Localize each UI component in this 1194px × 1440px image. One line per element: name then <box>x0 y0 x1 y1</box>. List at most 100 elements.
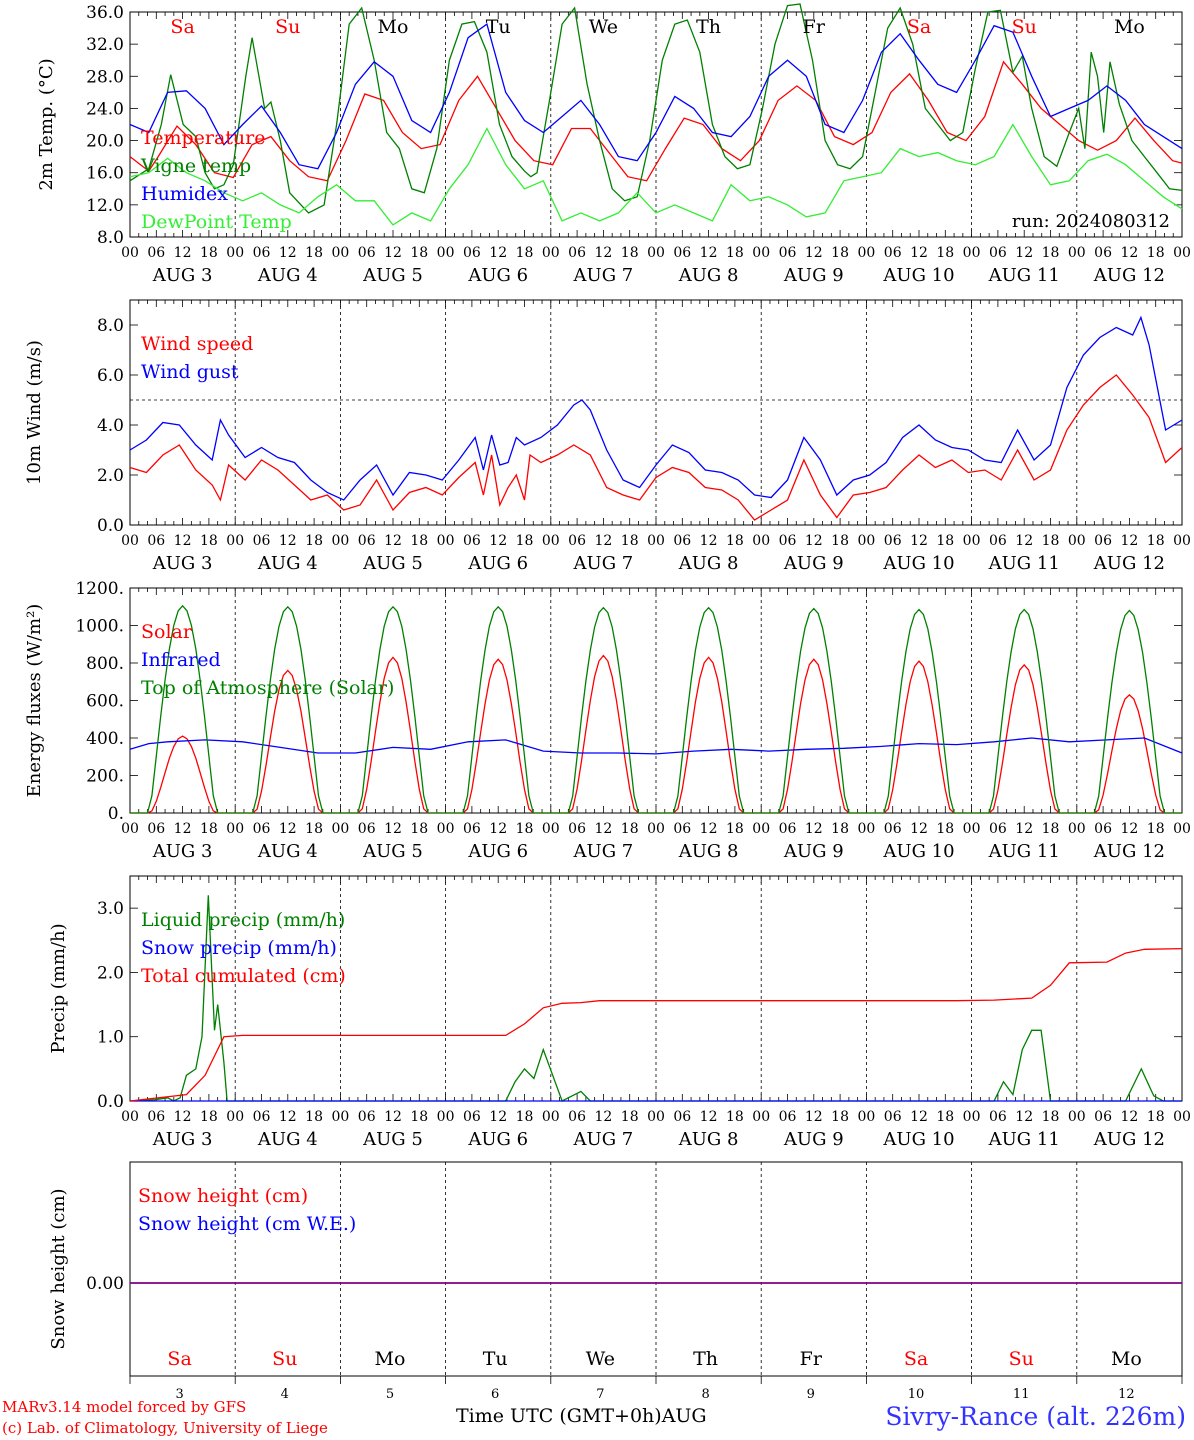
hour-label: 00 <box>1173 1109 1191 1125</box>
hour-label: 18 <box>831 1109 849 1125</box>
day-number: 10 <box>908 1387 925 1402</box>
time-axis-text: Time UTC (GMT+0h) <box>456 1405 662 1427</box>
run-label: run: 2024080312 <box>1012 211 1170 232</box>
hour-label: 12 <box>805 1109 823 1125</box>
hour-label: 12 <box>279 821 297 837</box>
hour-label: 12 <box>1120 1109 1138 1125</box>
hour-label: 00 <box>1173 821 1191 837</box>
date-label: AUG 9 <box>783 841 844 862</box>
hour-label: 06 <box>673 245 691 261</box>
hour-label: 00 <box>437 1109 455 1125</box>
panel-wind: 0.0 2.0 4.0 6.0 8.0 10m Wind (m/s) 00 06 12 18 00 0… <box>24 299 1191 574</box>
hour-label: 18 <box>726 821 744 837</box>
y-tick-label: 2.0 <box>97 466 124 486</box>
date-label: AUG 10 <box>882 265 954 286</box>
day-abbr-top: Sa <box>907 16 931 38</box>
date-label: AUG 3 <box>152 1129 213 1150</box>
hour-label: 18 <box>410 245 428 261</box>
date-label: AUG 9 <box>783 265 844 286</box>
date-label: AUG 11 <box>988 841 1060 862</box>
hour-label: 12 <box>1015 1109 1033 1125</box>
hour-label: 00 <box>963 533 981 549</box>
hour-label: 18 <box>516 533 534 549</box>
date-label: AUG 7 <box>573 841 634 862</box>
hour-label: 00 <box>857 1109 875 1125</box>
panel-frame <box>129 299 1183 526</box>
hour-label: 00 <box>121 1109 139 1125</box>
hour-label: 12 <box>910 533 928 549</box>
date-label: AUG 11 <box>988 553 1060 574</box>
hour-label: 06 <box>568 821 586 837</box>
hour-label: 12 <box>384 821 402 837</box>
legend-entry: Top of Atmosphere (Solar) <box>141 677 394 699</box>
day-number: 6 <box>491 1387 499 1402</box>
hour-label: 00 <box>752 1109 770 1125</box>
day-abbr-bottom: Mo <box>1111 1348 1142 1370</box>
hour-label: 06 <box>673 1109 691 1125</box>
lab-credit: (c) Lab. of Climatology, University of L… <box>2 1419 328 1437</box>
hour-label: 00 <box>647 533 665 549</box>
hour-label: 12 <box>384 533 402 549</box>
panel-energy: 0. 200. 400. 600. 800. 1000. 1200. Energy fluxe… <box>24 579 1191 862</box>
legend-entry: Snow height (cm W.E.) <box>138 1213 356 1235</box>
panel-frame <box>129 587 1183 814</box>
hour-label: 00 <box>542 1109 560 1125</box>
y-tick-label: 0. <box>108 804 124 824</box>
date-label: AUG 10 <box>882 841 954 862</box>
y-tick-label: 0.0 <box>97 516 124 536</box>
hour-label: 18 <box>200 533 218 549</box>
hour-label: 00 <box>437 821 455 837</box>
date-label: AUG 4 <box>257 1129 318 1150</box>
y-tick-label: 20.0 <box>86 132 124 152</box>
hour-label: 06 <box>463 1109 481 1125</box>
day-number: 5 <box>386 1387 394 1402</box>
hour-label: 00 <box>752 533 770 549</box>
hour-label: 06 <box>1094 245 1112 261</box>
y-axis-label: 10m Wind (m/s) <box>24 340 45 485</box>
hour-label: 18 <box>831 821 849 837</box>
date-label: AUG 8 <box>678 553 739 574</box>
y-tick-label: 16.0 <box>86 164 124 184</box>
hour-label: 12 <box>1015 533 1033 549</box>
date-label: AUG 6 <box>467 841 528 862</box>
date-label: AUG 6 <box>467 265 528 286</box>
hour-label: 18 <box>200 1109 218 1125</box>
hour-label: 00 <box>1068 821 1086 837</box>
hour-label: 00 <box>1068 245 1086 261</box>
day-number: 4 <box>281 1387 289 1402</box>
day-abbr-bottom: Tu <box>483 1348 508 1370</box>
hour-label: 18 <box>1147 821 1165 837</box>
hour-label: 18 <box>516 245 534 261</box>
hour-label: 12 <box>384 1109 402 1125</box>
hour-label: 00 <box>437 533 455 549</box>
hour-label: 00 <box>542 245 560 261</box>
hour-label: 12 <box>489 533 507 549</box>
day-number: 7 <box>596 1387 604 1402</box>
y-tick-label: 8.0 <box>97 228 124 248</box>
date-label: AUG 6 <box>467 1129 528 1150</box>
series-line-vigne-temp <box>129 3 1183 214</box>
y-axis-label: Energy fluxes (W/m²) <box>24 604 45 798</box>
day-abbr-bottom: We <box>586 1348 615 1370</box>
hour-label: 18 <box>516 821 534 837</box>
hour-label: 18 <box>305 821 323 837</box>
legend-entry: Wind speed <box>141 333 253 355</box>
hour-label: 00 <box>752 821 770 837</box>
hour-label: 12 <box>1120 821 1138 837</box>
hour-label: 00 <box>647 245 665 261</box>
hour-label: 06 <box>884 533 902 549</box>
day-abbr-bottom: Sa <box>167 1348 191 1370</box>
hour-label: 12 <box>700 821 718 837</box>
hour-label: 18 <box>936 1109 954 1125</box>
hour-label: 12 <box>174 245 192 261</box>
y-tick-label: 2.0 <box>97 963 124 983</box>
hour-label: 00 <box>437 245 455 261</box>
hour-label: 06 <box>779 1109 797 1125</box>
y-tick-label: 1.0 <box>97 1028 124 1048</box>
date-label: AUG 9 <box>783 1129 844 1150</box>
series-line-wind-gust <box>129 315 1183 501</box>
date-label: AUG 3 <box>152 265 213 286</box>
y-tick-label: 4.0 <box>97 416 124 436</box>
legend-entry: Snow precip (mm/h) <box>141 937 337 959</box>
hour-label: 00 <box>226 1109 244 1125</box>
